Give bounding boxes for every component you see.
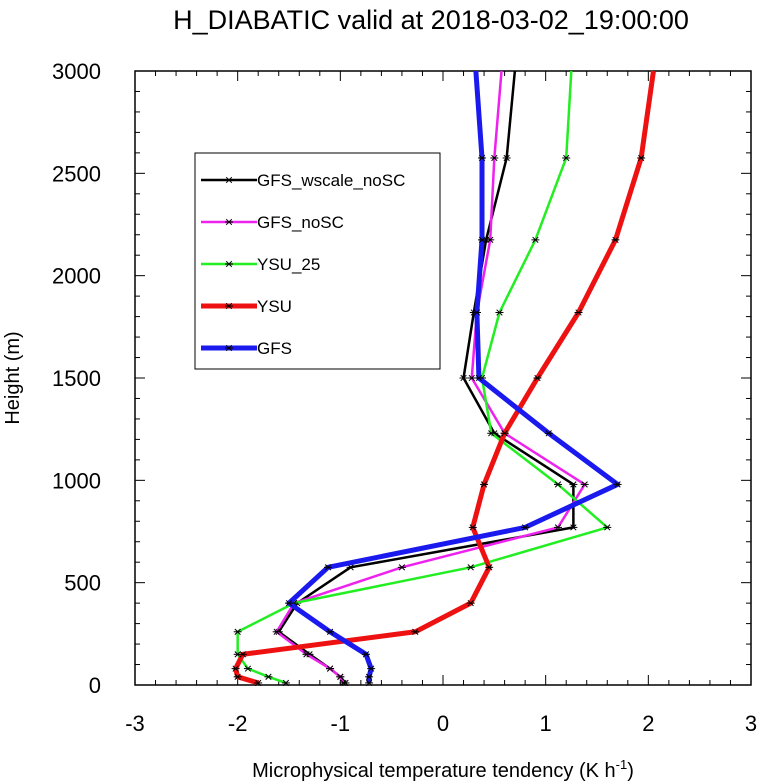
series-marker-GFS_noSC <box>487 236 494 244</box>
series-marker-GFS_noSC <box>273 628 280 635</box>
series-marker-GFS <box>473 309 481 316</box>
chart-title: H_DIABATIC valid at 2018-03-02_19:00:00 <box>173 5 689 35</box>
plot-area <box>134 70 752 687</box>
series-marker-YSU_25 <box>532 236 539 244</box>
series-YSU_25 <box>233 70 612 687</box>
series-marker-GFS <box>545 430 552 437</box>
series-marker-YSU_25 <box>265 673 272 680</box>
x-tick-label: 1 <box>540 711 552 736</box>
series-marker-YSU <box>486 564 493 571</box>
series-marker-GFS_wscale_noSC <box>347 564 354 571</box>
series-marker-GFS_noSC <box>398 564 406 571</box>
series-marker-YSU <box>480 481 488 488</box>
x-axis-label-main: Microphysical temperature tendency (K h <box>252 760 616 782</box>
series-marker-GFS <box>614 481 621 488</box>
series-marker-YSU_25 <box>234 651 241 658</box>
series-marker-YSU_25 <box>604 524 611 531</box>
legend-label: GFS <box>257 339 292 358</box>
y-tick-label: 1500 <box>52 366 101 391</box>
series-marker-YSU <box>637 154 645 162</box>
series-marker-GFS_noSC <box>581 481 588 488</box>
series-marker-GFS_wscale_noSC <box>460 374 467 382</box>
series-marker-YSU <box>412 628 419 635</box>
legend-marker-YSU_25 <box>225 260 233 268</box>
series-marker-GFS <box>478 154 486 162</box>
series-marker-YSU <box>232 665 239 672</box>
series-marker-YSU_25 <box>554 481 562 488</box>
series-marker-GFS <box>362 651 370 658</box>
y-tick-labels: 0 500 1000 1500 2000 2500 3000 <box>52 59 101 698</box>
series-marker-YSU <box>612 236 619 244</box>
legend: GFS_wscale_noSC GFS_noSC YSU_25 YSU GFS <box>194 152 441 370</box>
series-marker-GFS <box>326 628 334 635</box>
x-axis-label-close: ) <box>627 760 634 782</box>
y-axis-label: Height (m) <box>2 331 24 424</box>
legend-marker-GFS_wscale_noSC <box>225 176 233 184</box>
y-tick-label: 2000 <box>52 264 101 289</box>
x-tick-label: -3 <box>125 711 145 736</box>
series-marker-GFS_noSC <box>326 665 334 672</box>
series-GFS <box>285 70 622 687</box>
series-marker-YSU_25 <box>496 309 503 316</box>
series-marker-GFS <box>521 524 529 531</box>
series-marker-YSU <box>467 599 474 607</box>
series-marker-GFS_noSC <box>337 673 344 680</box>
series-marker-GFS <box>478 236 486 244</box>
series-marker-YSU_25 <box>282 679 290 687</box>
series-marker-YSU_25 <box>467 564 474 571</box>
series-marker-GFS <box>365 679 373 687</box>
x-axis-label: Microphysical temperature tendency (K h-… <box>252 757 634 782</box>
series-marker-YSU <box>239 651 246 658</box>
x-tick-label: 0 <box>437 711 449 736</box>
series-marker-YSU_25 <box>234 628 241 635</box>
series-marker-YSU_25 <box>488 430 495 437</box>
legend-box <box>194 152 441 370</box>
legend-label: GFS_wscale_noSC <box>257 171 405 190</box>
series-marker-GFS_noSC <box>303 651 310 658</box>
series-marker-GFS <box>365 673 373 680</box>
series-marker-GFS_noSC <box>468 374 475 382</box>
x-tick-label: 2 <box>642 711 654 736</box>
series-marker-GFS_noSC <box>340 679 347 687</box>
y-tick-label: 1000 <box>52 468 101 493</box>
series-marker-YSU <box>255 679 262 687</box>
legend-label: YSU_25 <box>257 255 320 274</box>
legend-marker-GFS_noSC <box>225 218 233 226</box>
series-marker-YSU_25 <box>244 665 252 672</box>
series-marker-YSU <box>575 309 582 316</box>
x-tick-label: -2 <box>228 711 248 736</box>
series-marker-YSU <box>234 673 241 680</box>
legend-marker-GFS <box>225 344 233 352</box>
legend-label: YSU <box>257 297 292 316</box>
series-marker-YSU_25 <box>563 154 570 162</box>
x-tick-labels: -3 -2 -1 0 1 2 3 <box>125 711 757 736</box>
x-tick-label: 3 <box>745 711 757 736</box>
series-marker-GFS_wscale_noSC <box>503 154 510 162</box>
series-marker-YSU <box>501 430 508 437</box>
y-tick-label: 3000 <box>52 59 101 84</box>
legend-marker-YSU <box>225 302 233 310</box>
series-marker-GFS <box>475 374 483 382</box>
series-marker-GFS_noSC <box>554 524 562 531</box>
series-marker-YSU <box>534 374 541 382</box>
series-marker-GFS_wscale_noSC <box>570 481 577 488</box>
y-tick-label: 0 <box>89 673 101 698</box>
series-marker-GFS_noSC <box>491 154 498 162</box>
x-tick-label: -1 <box>331 711 351 736</box>
series-marker-GFS <box>324 564 332 571</box>
series-marker-GFS <box>367 665 375 672</box>
series-marker-GFS <box>285 599 293 607</box>
x-axis-label-superscript: -1 <box>616 757 628 772</box>
y-tick-label: 2500 <box>52 161 101 186</box>
series-marker-YSU <box>469 524 476 531</box>
legend-label: GFS_noSC <box>257 213 344 232</box>
series-YSU <box>231 70 656 687</box>
y-tick-label: 500 <box>64 571 101 596</box>
series-marker-GFS_wscale_noSC <box>570 524 577 531</box>
